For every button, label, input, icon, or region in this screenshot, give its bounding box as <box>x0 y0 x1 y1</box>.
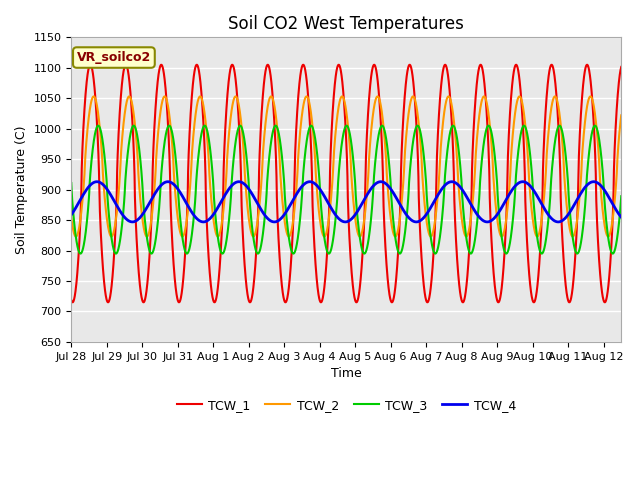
TCW_2 <box>302 94 310 99</box>
TCW_4 <box>131 219 138 225</box>
Y-axis label: Soil Temperature (C): Soil Temperature (C) <box>15 125 28 254</box>
Line: TCW_1: TCW_1 <box>71 65 621 302</box>
TCW_3 <box>548 171 556 177</box>
Text: VR_soilco2: VR_soilco2 <box>77 51 151 64</box>
TCW_3 <box>302 142 310 147</box>
TCW_2 <box>278 198 286 204</box>
TCW_4 <box>548 216 556 221</box>
TCW_1 <box>302 73 310 79</box>
TCW_3 <box>163 127 171 133</box>
TCW_4 <box>554 219 562 225</box>
TCW_4 <box>163 179 171 185</box>
TCW_1 <box>548 62 556 68</box>
TCW_2 <box>548 105 556 110</box>
TCW_4 <box>93 179 100 185</box>
Title: Soil CO2 West Temperatures: Soil CO2 West Temperatures <box>228 15 464 33</box>
TCW_4 <box>618 214 625 220</box>
Legend: TCW_1, TCW_2, TCW_3, TCW_4: TCW_1, TCW_2, TCW_3, TCW_4 <box>172 394 521 417</box>
TCW_3 <box>278 158 286 164</box>
TCW_2 <box>587 94 595 99</box>
TCW_4 <box>302 180 310 186</box>
Line: TCW_2: TCW_2 <box>71 96 621 237</box>
TCW_3 <box>607 248 614 253</box>
TCW_1 <box>130 154 138 160</box>
TCW_1 <box>548 62 556 68</box>
TCW_1 <box>607 252 614 258</box>
TCW_4 <box>278 214 286 220</box>
TCW_2 <box>179 234 186 240</box>
TCW_2 <box>163 97 170 103</box>
TCW_1 <box>278 287 286 293</box>
TCW_2 <box>607 228 614 233</box>
TCW_3 <box>131 123 138 129</box>
TCW_3 <box>94 123 102 129</box>
TCW_4 <box>607 198 614 204</box>
TCW_1 <box>211 300 218 305</box>
TCW_1 <box>618 64 625 70</box>
X-axis label: Time: Time <box>331 367 362 380</box>
TCW_1 <box>67 297 75 303</box>
TCW_2 <box>618 112 625 118</box>
TCW_1 <box>163 99 170 105</box>
TCW_2 <box>67 215 75 220</box>
TCW_3 <box>67 180 75 186</box>
Line: TCW_3: TCW_3 <box>71 126 621 253</box>
TCW_3 <box>618 193 625 199</box>
TCW_2 <box>130 113 138 119</box>
TCW_4 <box>67 212 75 217</box>
Line: TCW_4: TCW_4 <box>71 182 621 222</box>
TCW_3 <box>431 251 439 256</box>
